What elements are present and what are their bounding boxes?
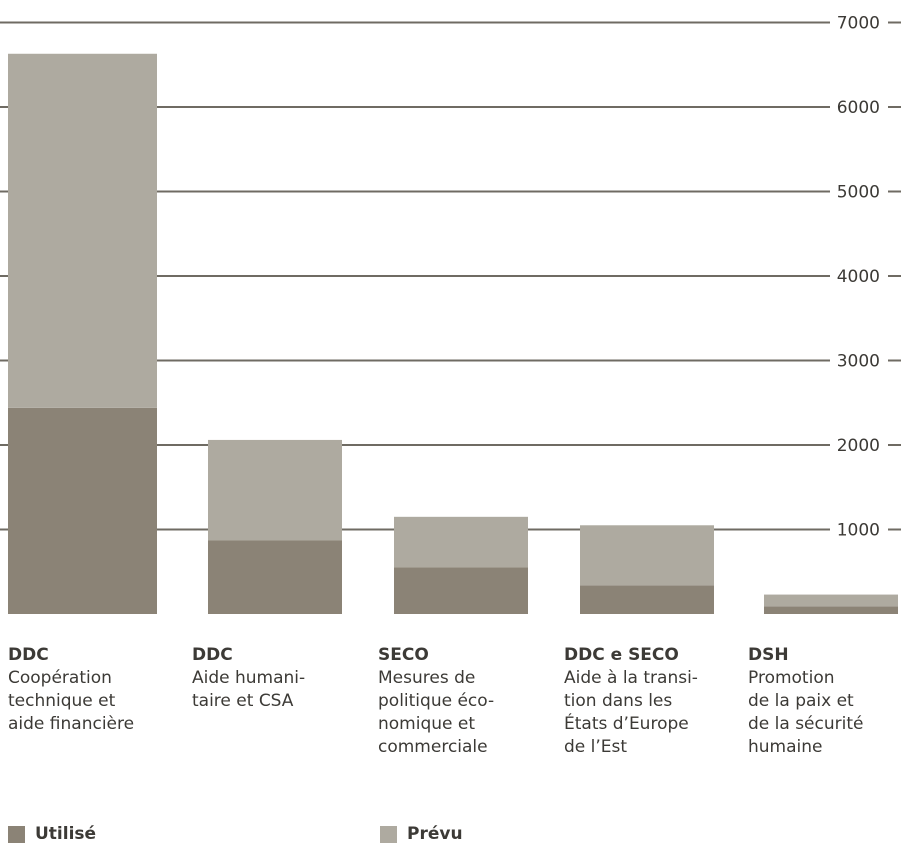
category-label-1: DDC Aide humani- taire et CSA xyxy=(192,644,352,713)
category-code-4: DSH xyxy=(748,645,789,665)
y-tick-label-6000: 6000 xyxy=(837,98,880,118)
bar-utilise-3 xyxy=(580,585,714,614)
y-tick-label-4000: 4000 xyxy=(837,267,880,287)
category-description-1: Aide humani- taire et CSA xyxy=(192,668,306,711)
category-code-2: SECO xyxy=(378,645,429,665)
category-label-2: SECO Mesures de politique éco- nomique et… xyxy=(378,644,538,759)
bar-utilise-2 xyxy=(394,567,528,614)
y-tick-label-1000: 1000 xyxy=(837,521,880,541)
bar-prevu-3 xyxy=(580,525,714,586)
y-tick-label-7000: 7000 xyxy=(837,14,880,34)
bar-prevu-0 xyxy=(8,53,157,408)
bar-prevu-1 xyxy=(208,439,342,541)
y-tick-label-5000: 5000 xyxy=(837,183,880,203)
bar-utilise-0 xyxy=(8,407,157,614)
category-code-3: DDC e SECO xyxy=(564,645,679,665)
category-label-0: DDC Coopération technique et aide financi… xyxy=(8,644,168,736)
bars xyxy=(8,53,898,614)
stacked-bar-chart: 1000 2000 3000 4000 5000 6000 7000 xyxy=(0,14,901,614)
category-code-1: DDC xyxy=(192,645,233,665)
legend-swatch-utilise xyxy=(8,825,25,843)
bar-utilise-1 xyxy=(208,540,342,614)
category-label-3: DDC e SECO Aide à la transi- tion dans le… xyxy=(564,644,724,759)
category-description-2: Mesures de politique éco- nomique et com… xyxy=(378,668,495,757)
bar-utilise-4 xyxy=(764,606,898,614)
category-label-4: DSH Promotion de la paix et de la sécurit… xyxy=(748,644,908,759)
category-description-3: Aide à la transi- tion dans les États d’… xyxy=(564,668,698,757)
category-code-0: DDC xyxy=(8,645,49,665)
y-axis: 1000 2000 3000 4000 5000 6000 7000 xyxy=(837,14,901,541)
y-tick-label-2000: 2000 xyxy=(837,436,880,456)
legend-item-utilise: Utilisé xyxy=(8,824,96,844)
category-description-0: Coopération technique et aide financière xyxy=(8,668,135,734)
bar-prevu-4 xyxy=(764,594,898,607)
y-tick-label-3000: 3000 xyxy=(837,352,880,372)
legend-label-prevu: Prévu xyxy=(407,824,463,844)
legend-item-prevu: Prévu xyxy=(380,824,463,844)
bar-prevu-2 xyxy=(394,516,528,568)
category-description-4: Promotion de la paix et de la sécurité h… xyxy=(748,668,864,757)
legend-label-utilise: Utilisé xyxy=(35,824,97,844)
legend-swatch-prevu xyxy=(380,825,397,843)
